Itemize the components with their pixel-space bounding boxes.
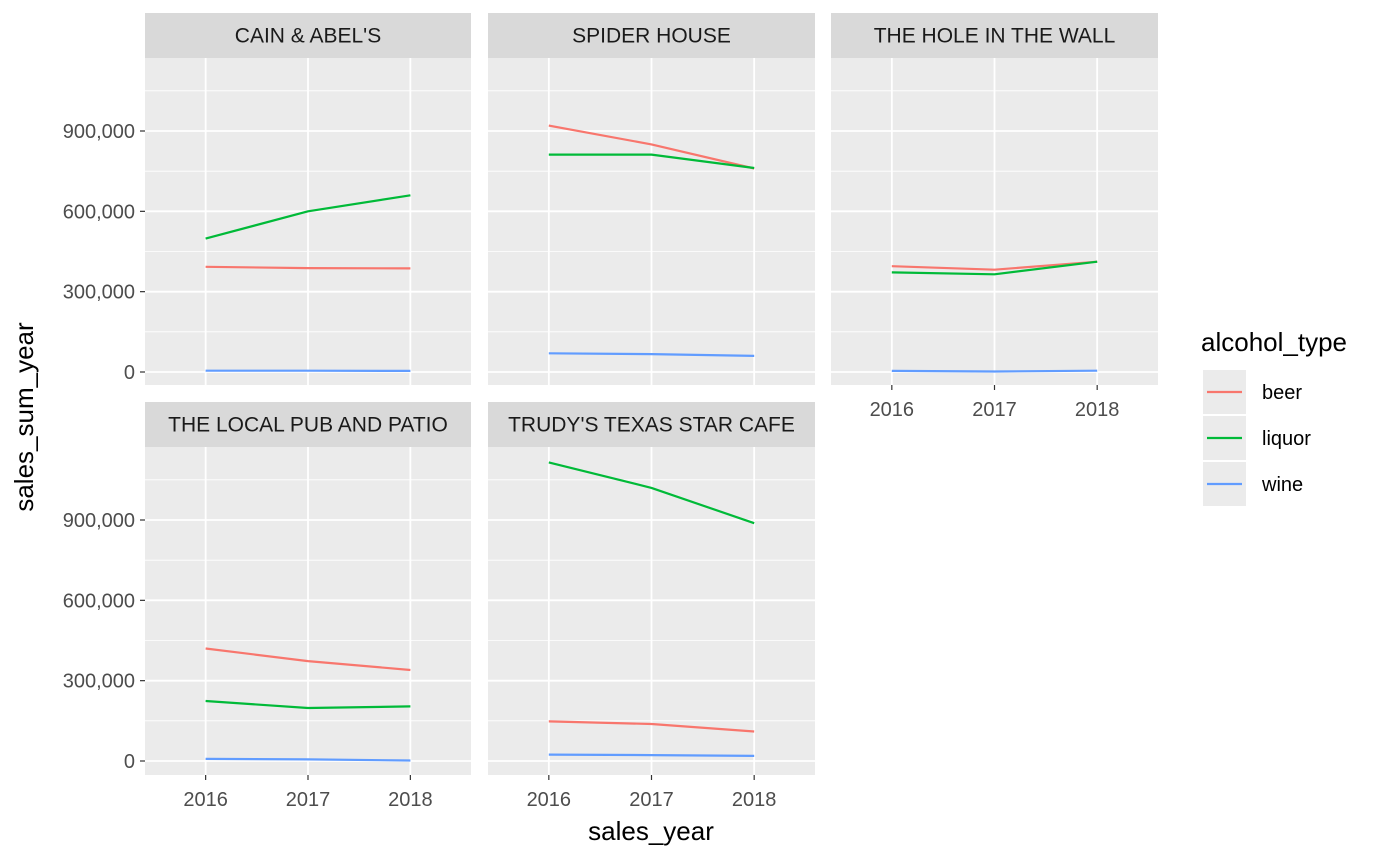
- facet-title: CAIN & ABEL'S: [235, 25, 381, 48]
- series-line-beer: [205, 265, 411, 270]
- x-tick-label: 2018: [732, 789, 777, 811]
- series-line-beer: [891, 260, 1098, 271]
- y-tick-label: 0: [124, 362, 135, 384]
- series-line-wine: [891, 369, 1098, 373]
- facet-panel: THE LOCAL PUB AND PATIO 0 300,000 600,000 90…: [63, 402, 471, 811]
- x-tick-label: 2016: [183, 789, 228, 811]
- series-line-beer: [548, 720, 755, 733]
- facet-title: THE LOCAL PUB AND PATIO: [168, 414, 448, 437]
- series-line-liquor: [205, 699, 411, 710]
- legend-label: liquor: [1262, 428, 1311, 450]
- x-tick-label: 2016: [870, 399, 915, 421]
- series-line-liquor: [205, 194, 411, 240]
- x-tick-label: 2018: [388, 789, 433, 811]
- facet-strip: [488, 13, 815, 58]
- series-line-liquor: [891, 260, 1098, 276]
- facet-strip: [145, 13, 471, 58]
- y-tick-label: 300,000: [63, 671, 135, 693]
- series-line-wine: [548, 352, 755, 357]
- y-axis-title: sales_sum_year: [9, 322, 39, 512]
- y-tick-label: 900,000: [63, 121, 135, 143]
- series-line-liquor: [548, 153, 755, 170]
- series-line-beer: [205, 647, 411, 672]
- y-tick-label: 900,000: [63, 510, 135, 532]
- legend-label: beer: [1262, 382, 1302, 404]
- y-tick-label: 0: [124, 751, 135, 773]
- x-tick-label: 2018: [1075, 399, 1120, 421]
- series-line-beer: [548, 124, 755, 170]
- x-tick-label: 2017: [286, 789, 331, 811]
- facet-strip: [831, 13, 1158, 58]
- x-tick-label: 2017: [629, 789, 674, 811]
- x-axis-title: sales_year: [588, 816, 714, 846]
- facet-panel: THE HOLE IN THE WALL 2016 2017 2018: [831, 13, 1158, 421]
- x-tick-label: 2016: [527, 789, 572, 811]
- legend-label: wine: [1261, 474, 1303, 496]
- facet-panel: SPIDER HOUSE: [488, 13, 815, 385]
- x-tick-label: 2017: [972, 399, 1017, 421]
- facet-title: SPIDER HOUSE: [572, 25, 731, 48]
- series-line-liquor: [548, 461, 755, 525]
- facet-panel: CAIN & ABEL'S 0 300,000 600,000 900,000: [63, 13, 471, 385]
- y-tick-label: 300,000: [63, 282, 135, 304]
- facet-strip: [488, 402, 815, 447]
- facet-title: THE HOLE IN THE WALL: [874, 25, 1116, 48]
- legend-title: alcohol_type: [1201, 327, 1347, 357]
- facet-strip: [145, 402, 471, 447]
- facet-panel: TRUDY'S TEXAS STAR CAFE 2016 2017 2018: [488, 402, 815, 811]
- series-line-wine: [548, 753, 755, 757]
- series-line-wine: [205, 757, 411, 762]
- y-tick-label: 600,000: [63, 590, 135, 612]
- y-tick-label: 600,000: [63, 201, 135, 223]
- facet-title: TRUDY'S TEXAS STAR CAFE: [508, 414, 795, 437]
